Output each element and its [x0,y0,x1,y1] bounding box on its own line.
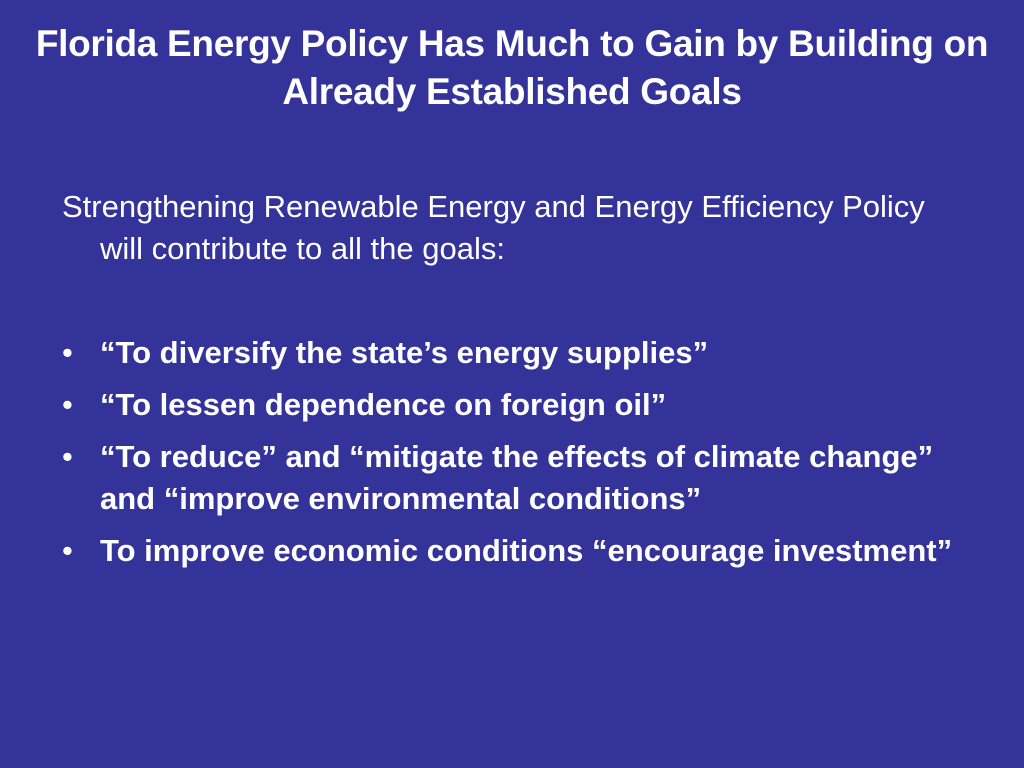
intro-text: Strengthening Renewable Energy and Energ… [62,189,925,266]
bullet-marker: • [62,335,73,370]
slide-title: Florida Energy Policy Has Much to Gain b… [35,23,989,112]
bullet-text: “To reduce” and “mitigate the effects of… [100,439,934,516]
bullet-marker: • [62,439,73,474]
bullet-item: • “To diversify the state’s energy suppli… [62,332,972,374]
bullet-text: “To diversify the state’s energy supplie… [100,335,709,370]
bullet-marker: • [62,533,73,568]
bullet-text: “To lessen dependence on foreign oil” [100,387,667,422]
bullet-text: To improve economic conditions “encourag… [100,533,953,568]
bullet-item: • “To reduce” and “mitigate the effects o… [62,436,972,520]
bullet-marker: • [62,387,73,422]
bullet-list: • “To diversify the state’s energy suppli… [62,332,972,582]
bullet-item: • “To lessen dependence on foreign oil” [62,384,972,426]
bullet-item: • To improve economic conditions “encoura… [62,530,972,572]
